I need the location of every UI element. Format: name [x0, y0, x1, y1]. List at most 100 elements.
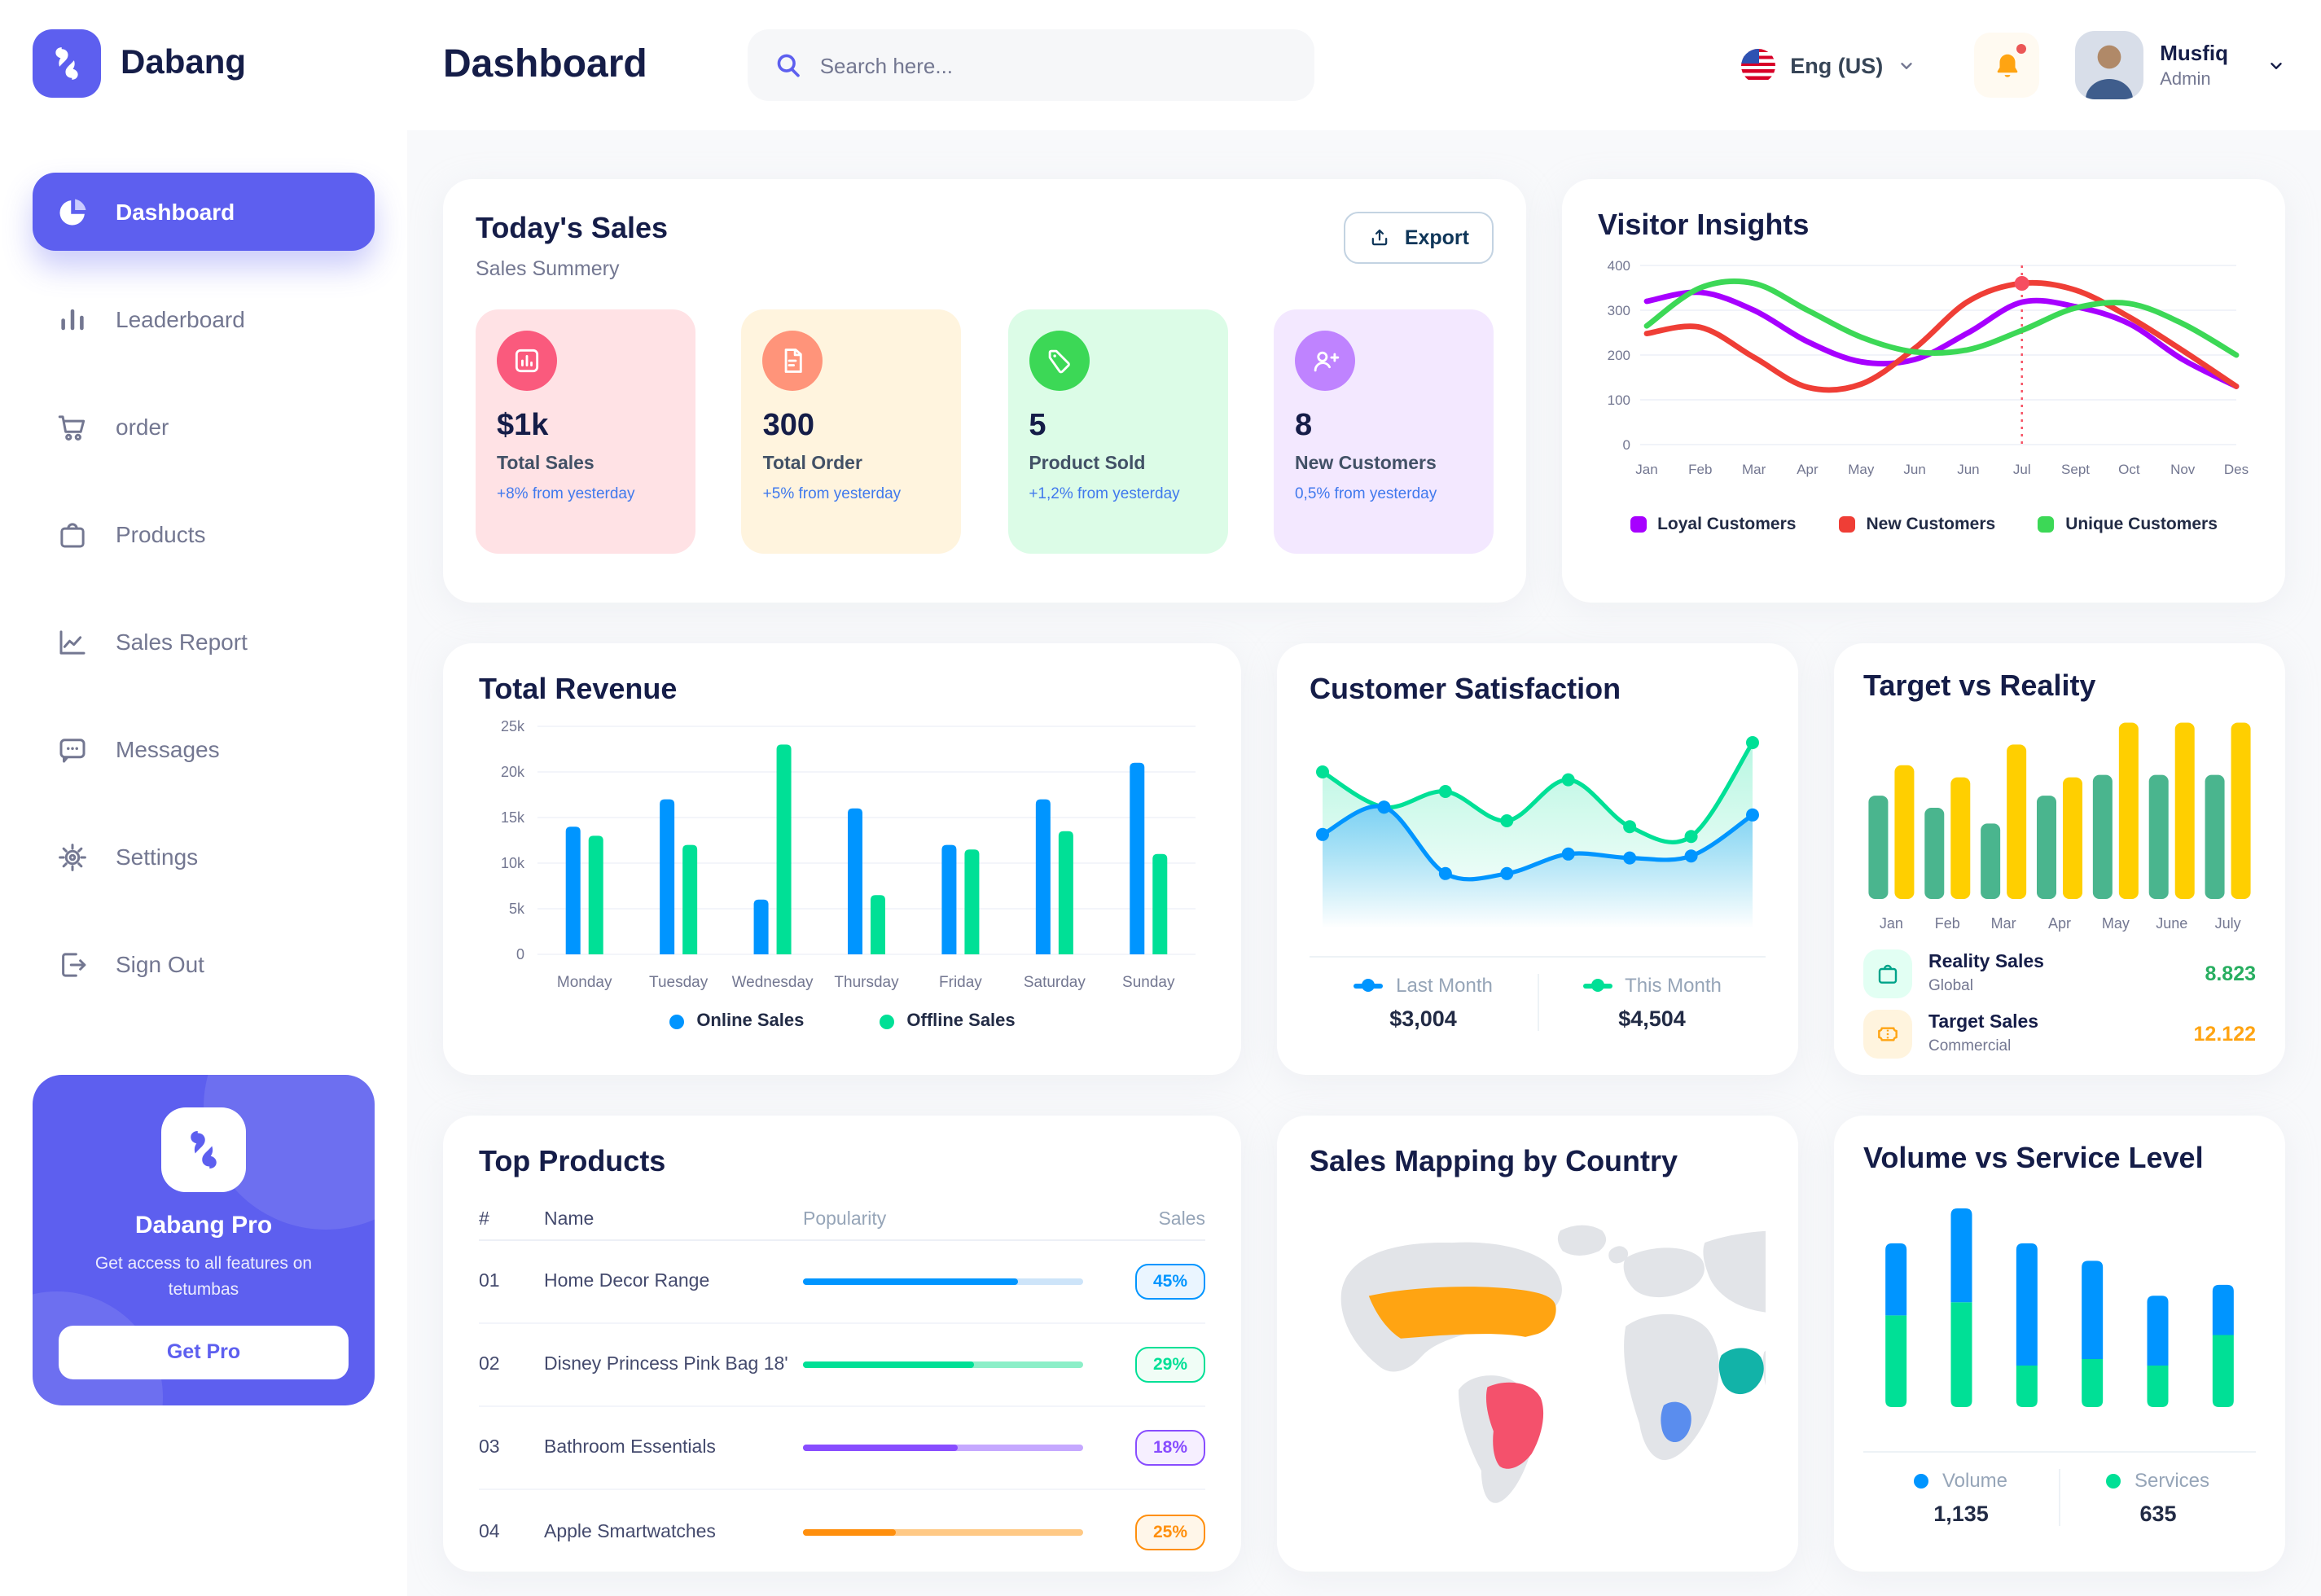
- user-name: Musfiq: [2160, 41, 2228, 65]
- svg-text:400: 400: [1608, 258, 1630, 274]
- target-vs-reality-card: Target vs Reality Jan Feb Mar Apr May June Jul…: [1834, 643, 2285, 1075]
- svg-text:10k: 10k: [501, 855, 525, 871]
- stat-delta: 0,5% from yesterday: [1294, 485, 1437, 503]
- brand-logo-icon: [33, 29, 101, 98]
- target-vs-reality-title: Target vs Reality: [1863, 669, 2096, 702]
- svg-text:Apr: Apr: [2048, 915, 2071, 932]
- svg-text:15k: 15k: [501, 809, 525, 826]
- search-icon: [778, 54, 801, 77]
- volume-service-legend: Volume 1,135 Services 635: [1863, 1469, 2256, 1526]
- export-icon: [1372, 229, 1389, 246]
- stats-row: $1k Total Sales +8% from yesterday 300 Total…: [476, 309, 1494, 554]
- pro-card: Dabang Pro Get access to all features on…: [33, 1075, 375, 1405]
- table-body: 01 Home Decor Range 45% 02 Disney Princess P…: [479, 1241, 1205, 1573]
- get-pro-button[interactable]: Get Pro: [59, 1325, 349, 1379]
- sidebar: Dabang Dashboard Leaderboard order Products…: [0, 0, 407, 1596]
- popularity-bar: [803, 1278, 1104, 1285]
- product-name: Apple Smartwatches: [544, 1522, 716, 1541]
- header: Dashboard Eng (US): [407, 0, 2321, 130]
- sales-badge: 25%: [1134, 1514, 1205, 1550]
- sidebar-item-messages[interactable]: Messages: [33, 710, 375, 788]
- legend-item: New Customers: [1838, 515, 1995, 534]
- stat-value: 8: [1294, 409, 1313, 443]
- svg-text:25k: 25k: [501, 718, 525, 734]
- svg-text:Jun: Jun: [1903, 462, 1925, 477]
- product-name: Home Decor Range: [544, 1272, 710, 1291]
- table-row: 01 Home Decor Range 45%: [479, 1241, 1205, 1324]
- sidebar-item-label: Sign Out: [116, 951, 204, 977]
- stat-label: Total Sales: [497, 454, 595, 474]
- stat-delta: +1,2% from yesterday: [1029, 485, 1180, 503]
- chevron-down-icon: [1901, 62, 1912, 68]
- svg-text:Thursday: Thursday: [834, 974, 899, 991]
- svg-text:Des: Des: [2224, 462, 2249, 477]
- stat-label: New Customers: [1294, 454, 1437, 474]
- bag-icon: [55, 517, 90, 551]
- search-input[interactable]: [819, 53, 1289, 77]
- stat-user-icon: [1294, 331, 1355, 391]
- sidebar-item-leaderboard[interactable]: Leaderboard: [33, 280, 375, 358]
- svg-text:0: 0: [1623, 437, 1630, 453]
- product-id: 03: [479, 1438, 500, 1458]
- top-products-table: # Name Popularity Sales 01 Home Decor Ran…: [479, 1199, 1205, 1573]
- svg-text:Jan: Jan: [1880, 915, 1903, 932]
- notification-dot: [2016, 44, 2027, 54]
- legend-item: Unique Customers: [2038, 515, 2218, 534]
- sidebar-item-products[interactable]: Products: [33, 495, 375, 573]
- stat-delta: +8% from yesterday: [497, 485, 635, 503]
- country-dr-congo: [1661, 1401, 1691, 1443]
- product-id: 01: [479, 1272, 500, 1291]
- legend-row-reality-sales: Reality Sales Global 8.823: [1863, 949, 2256, 998]
- legend-item: Services 635: [2059, 1469, 2256, 1526]
- svg-text:Saturday: Saturday: [1024, 974, 1086, 991]
- us-flag-icon: [1741, 48, 1776, 82]
- visitor-insights-card: Visitor Insights 0 100 200 300 400 Jan Feb Mar A…: [1562, 179, 2285, 603]
- product-id: 04: [479, 1522, 500, 1541]
- sign-out-icon: [55, 947, 90, 981]
- target-vs-reality-chart: Jan Feb Mar Apr May June July: [1868, 722, 2251, 932]
- stat-card-new-customers: 8 New Customers 0,5% from yesterday: [1273, 309, 1494, 554]
- customer-satisfaction-legend: Last Month $3,004 This Month $4,504: [1310, 974, 1766, 1031]
- sidebar-item-sign-out[interactable]: Sign Out: [33, 925, 375, 1003]
- language-selector[interactable]: Eng (US): [1741, 48, 1915, 82]
- stat-card-product-sold: 5 Product Sold +1,2% from yesterday: [1007, 309, 1228, 554]
- svg-text:Sept: Sept: [2061, 462, 2090, 477]
- product-name: Disney Princess Pink Bag 18': [544, 1355, 788, 1375]
- popularity-bar: [803, 1445, 1104, 1451]
- legend-item: Volume 1,135: [1863, 1469, 2059, 1526]
- top-products-card: Top Products # Name Popularity Sales 01 H…: [443, 1116, 1241, 1572]
- svg-text:Jun: Jun: [1957, 462, 1979, 477]
- svg-text:Mar: Mar: [1742, 462, 1766, 477]
- svg-text:300: 300: [1608, 303, 1630, 318]
- export-button[interactable]: Export: [1344, 212, 1494, 264]
- page-title: Dashboard: [443, 42, 647, 86]
- dabang-logo-icon: [55, 47, 78, 80]
- svg-text:0: 0: [516, 946, 524, 962]
- country-saudi-arabia: [1718, 1348, 1764, 1395]
- visitor-insights-chart: 0 100 200 300 400 Jan Feb Mar Apr May Jun Jun Jul Sep…: [1608, 258, 2249, 477]
- sidebar-item-settings[interactable]: Settings: [33, 818, 375, 896]
- svg-text:June: June: [2156, 915, 2187, 932]
- stat-value: $1k: [497, 409, 549, 443]
- sidebar-item-dashboard[interactable]: Dashboard: [33, 173, 375, 251]
- total-revenue-title: Total Revenue: [479, 673, 678, 705]
- line-chart-icon: [55, 625, 90, 659]
- message-icon: [55, 732, 90, 766]
- sidebar-item-label: Sales Report: [116, 629, 248, 655]
- gear-icon: [55, 840, 90, 874]
- total-revenue-legend: Online Sales Offline Sales: [479, 1011, 1205, 1031]
- bar-chart-icon: [55, 302, 90, 336]
- table-header: # Name Popularity Sales: [479, 1199, 1205, 1241]
- sidebar-item-order[interactable]: order: [33, 388, 375, 466]
- sidebar-item-sales-report[interactable]: Sales Report: [33, 603, 375, 681]
- user-menu[interactable]: Musfiq Admin: [2075, 31, 2285, 99]
- stat-tag-icon: [1029, 331, 1090, 391]
- svg-text:Oct: Oct: [2118, 462, 2140, 477]
- todays-sales-title: Today's Sales: [476, 212, 669, 244]
- search-box: [748, 29, 1315, 101]
- sidebar-item-label: Dashboard: [116, 199, 235, 225]
- col-header-id: #: [479, 1209, 489, 1229]
- pro-card-title: Dabang Pro: [134, 1212, 273, 1239]
- svg-text:Sunday: Sunday: [1122, 974, 1175, 991]
- notification-bell[interactable]: [1974, 33, 2040, 98]
